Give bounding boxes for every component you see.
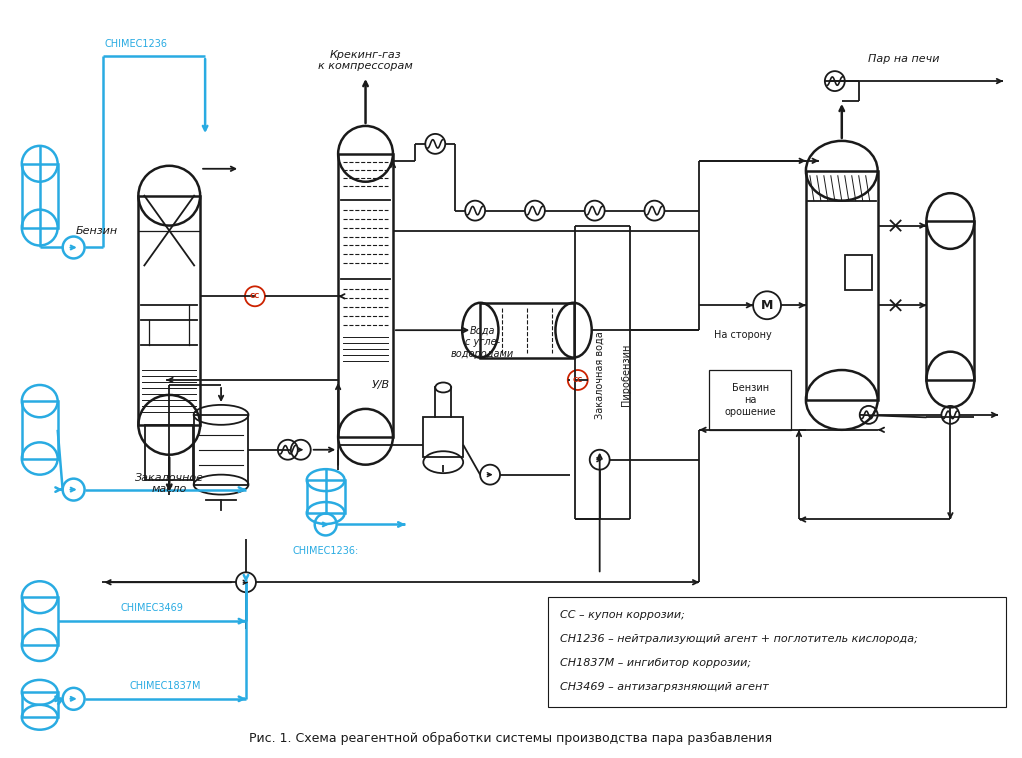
Bar xyxy=(709,370,791,430)
Text: Бензин
на
орошение: Бензин на орошение xyxy=(725,384,776,417)
Text: СС – купон коррозии;: СС – купон коррозии; xyxy=(560,610,685,620)
Bar xyxy=(145,424,193,480)
Text: CHIMEC1236: CHIMEC1236 xyxy=(105,39,168,49)
Bar xyxy=(193,415,248,484)
Bar xyxy=(138,196,200,424)
Text: СH1837М – ингибитор коррозии;: СH1837М – ингибитор коррозии; xyxy=(560,658,751,668)
Text: СС: СС xyxy=(572,377,583,383)
Bar xyxy=(806,171,878,400)
Text: На сторону: На сторону xyxy=(714,330,772,340)
Text: CHIMEC1236:: CHIMEC1236: xyxy=(292,547,359,556)
Bar xyxy=(307,480,344,513)
Text: Бензин: Бензин xyxy=(76,226,118,236)
Bar xyxy=(845,255,872,290)
Text: СH1236 – нейтрализующий агент + поглотитель кислорода;: СH1236 – нейтрализующий агент + поглотит… xyxy=(560,634,918,644)
Bar xyxy=(21,401,57,459)
Bar xyxy=(21,597,57,645)
Bar xyxy=(21,692,57,717)
Bar xyxy=(548,597,1007,706)
Text: Вода
с угле-
водородами: Вода с угле- водородами xyxy=(451,325,514,359)
Bar xyxy=(423,418,463,457)
Text: CHIMEC3469: CHIMEC3469 xyxy=(121,603,183,613)
Text: Крекинг-газ
к компрессорам: Крекинг-газ к компрессорам xyxy=(318,49,413,71)
Text: Пар на печи: Пар на печи xyxy=(868,54,939,64)
Bar xyxy=(21,164,57,227)
Text: У/В: У/В xyxy=(371,380,389,390)
Text: М: М xyxy=(760,299,774,312)
Text: Рис. 1. Схема реагентной обработки системы производства пара разбавления: Рис. 1. Схема реагентной обработки систе… xyxy=(249,732,773,745)
Bar xyxy=(927,221,974,380)
Text: Закалочное
масло: Закалочное масло xyxy=(135,473,203,494)
Text: Пиробензин: Пиробензин xyxy=(621,344,631,406)
Text: СС: СС xyxy=(249,293,260,299)
Text: СH3469 – антизагрязняющий агент: СH3469 – антизагрязняющий агент xyxy=(560,682,769,692)
Bar xyxy=(338,154,392,437)
Circle shape xyxy=(245,287,265,306)
Text: CHIMEC1837M: CHIMEC1837M xyxy=(130,681,201,691)
Text: Закалочная вода: Закалочная вода xyxy=(594,331,604,419)
Circle shape xyxy=(568,370,588,390)
Circle shape xyxy=(753,291,781,319)
Bar xyxy=(480,302,573,358)
